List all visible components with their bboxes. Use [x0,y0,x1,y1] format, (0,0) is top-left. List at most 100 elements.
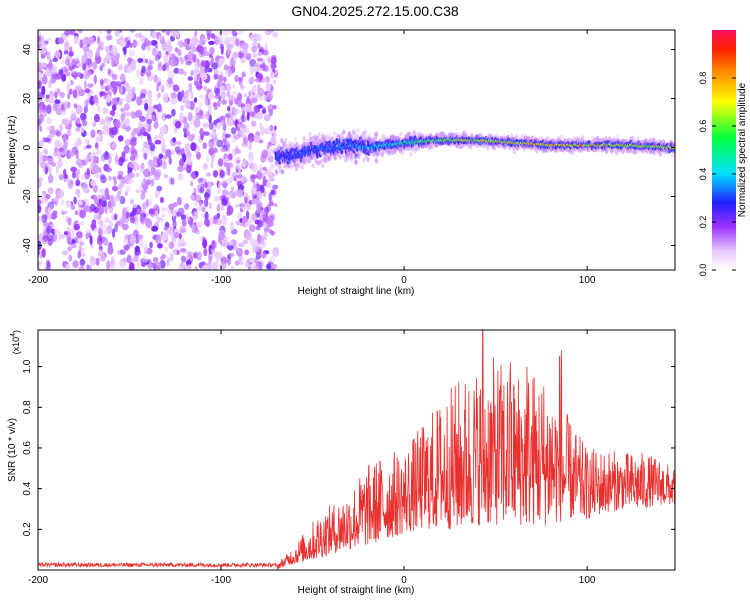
noise-cell [163,54,169,63]
noise-cell [111,104,117,112]
signal-halo-cell [290,164,294,169]
signal-halo-cell [366,157,370,163]
noise-cell [38,105,44,113]
noise-cell [105,53,112,62]
noise-cell [171,32,177,38]
noise-cell [234,189,241,197]
noise-cell [157,50,162,60]
noise-cell [101,223,107,230]
noise-cell [216,139,224,148]
noise-cell [244,93,248,98]
noise-cell [129,42,133,49]
noise-cell [119,217,125,224]
noise-cell [207,32,211,41]
signal-halo-cell [362,157,366,163]
noise-cell [70,70,76,76]
noise-cell [38,73,42,82]
noise-cell [177,173,184,181]
noise-cell [187,76,193,81]
noise-cell [139,212,145,223]
noise-cell [69,30,76,36]
noise-cell [190,142,197,152]
noise-cell [270,71,275,79]
noise-cell [85,98,89,108]
noise-cell [257,51,263,56]
noise-cell [202,142,207,150]
noise-cell [136,96,143,106]
noise-cell [119,73,126,83]
noise-cell [85,138,90,145]
noise-cell [269,124,274,132]
noise-cell [63,41,70,52]
noise-cell [172,137,176,143]
noise-cell [269,215,275,222]
noise-cell [216,251,223,260]
noise-cell [145,41,153,46]
noise-cell [112,85,117,95]
noise-cell [199,186,205,194]
signal-halo-cell [294,137,298,143]
noise-cell [237,92,243,102]
noise-cell [273,125,277,131]
noise-cell [250,120,257,127]
noise-cell [122,257,129,263]
noise-cell [121,151,126,159]
noise-cell [201,206,206,213]
noise-cell [42,156,50,161]
noise-cell [174,231,179,239]
noise-cell [81,55,87,64]
noise-cell [102,128,110,136]
noise-cell [204,197,209,208]
noise-cell [236,159,241,164]
noise-cell [272,105,277,110]
noise-cell [69,79,74,86]
noise-cell [87,36,95,45]
noise-cell [45,194,51,200]
noise-cell [193,97,198,103]
noise-cell [100,175,107,184]
noise-cell [176,196,182,206]
noise-cell [176,30,180,39]
noise-cell [103,240,110,246]
noise-cell [241,71,245,79]
noise-cell [70,228,76,237]
noise-cell [53,228,61,235]
noise-cell [108,176,112,181]
noise-cell [63,100,68,111]
noise-cell [73,196,77,205]
noise-cell [231,127,237,135]
noise-cell [210,162,214,169]
noise-cell [54,147,58,153]
noise-cell [246,111,250,121]
noise-cell [65,177,71,184]
noise-cell [198,100,203,110]
noise-cell [125,205,130,213]
noise-cell [68,254,73,262]
noise-cell [127,179,135,184]
noise-cell [156,157,163,167]
noise-cell [196,221,203,228]
noise-cell [228,94,235,102]
noise-cell [148,97,153,105]
noise-cell [210,132,218,139]
noise-cell [192,69,200,75]
noise-cell [139,115,146,122]
noise-cell [99,219,103,228]
noise-cell [157,76,161,83]
noise-cell [196,251,202,261]
noise-cell [263,114,271,122]
noise-cell [137,58,144,63]
noise-cell [178,266,185,270]
noise-cell [144,102,149,111]
noise-cell [142,88,147,94]
noise-cell [245,103,251,110]
noise-cell [111,45,118,56]
noise-cell [106,260,111,270]
noise-cell [196,206,202,211]
noise-cell [244,127,250,134]
signal-halo-cell [512,149,516,155]
spectrogram-marks [38,30,675,270]
noise-cell [49,129,56,138]
noise-cell [234,74,239,83]
noise-cell [212,128,217,133]
